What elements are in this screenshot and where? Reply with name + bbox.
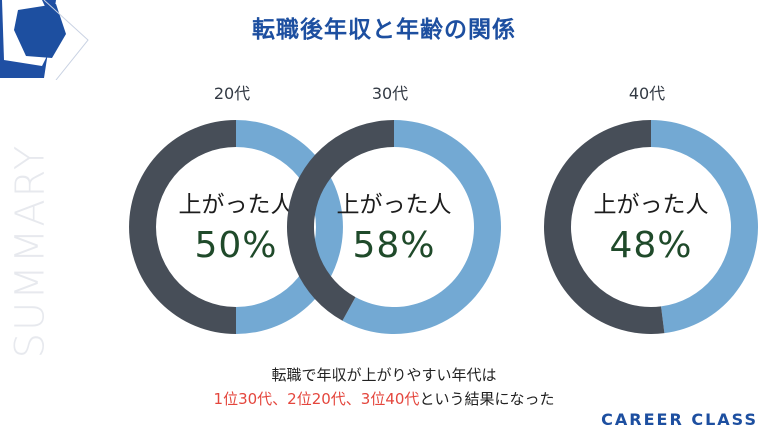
center-value: 48% bbox=[609, 224, 693, 266]
donut-svg bbox=[544, 120, 758, 334]
chart-title: 40代 bbox=[628, 84, 666, 103]
corner-decoration bbox=[0, 0, 89, 80]
center-label: 上がった人 bbox=[178, 191, 294, 218]
other-segment bbox=[129, 120, 236, 334]
caption: 転職で年収が上がりやすい年代は 1位30代、2位20代、3位40代という結果にな… bbox=[0, 363, 768, 411]
other-segment bbox=[287, 120, 394, 321]
donut-center: 上がった人 58% bbox=[287, 120, 501, 334]
summary-watermark: SUMMARY bbox=[7, 143, 54, 359]
chart-title: 30代 bbox=[371, 84, 409, 103]
other-segment bbox=[544, 120, 665, 334]
up-segment bbox=[651, 120, 758, 334]
caption-rest: という結果になった bbox=[419, 390, 555, 408]
center-value: 50% bbox=[194, 224, 278, 266]
donut-svg bbox=[287, 120, 501, 334]
caption-line-1: 転職で年収が上がりやすい年代は bbox=[271, 366, 497, 384]
donut-chart-40s: 40代 上がった人 48% bbox=[532, 80, 762, 340]
center-label: 上がった人 bbox=[593, 191, 709, 218]
page-title: 転職後年収と年齢の関係 bbox=[252, 17, 516, 43]
brand-logo: CAREER CLASS bbox=[601, 410, 758, 429]
caption-highlight: 1位30代、2位20代、3位40代 bbox=[213, 390, 420, 408]
caption-line-2: 1位30代、2位20代、3位40代という結果になった bbox=[0, 387, 768, 411]
donut-chart-30s: 30代 上がった人 58% bbox=[275, 80, 505, 340]
center-label: 上がった人 bbox=[336, 191, 452, 218]
donut-center: 上がった人 50% bbox=[129, 120, 343, 334]
center-value: 58% bbox=[352, 224, 436, 266]
up-segment bbox=[342, 120, 501, 334]
donut-center: 上がった人 48% bbox=[544, 120, 758, 334]
chart-title: 20代 bbox=[213, 84, 251, 103]
